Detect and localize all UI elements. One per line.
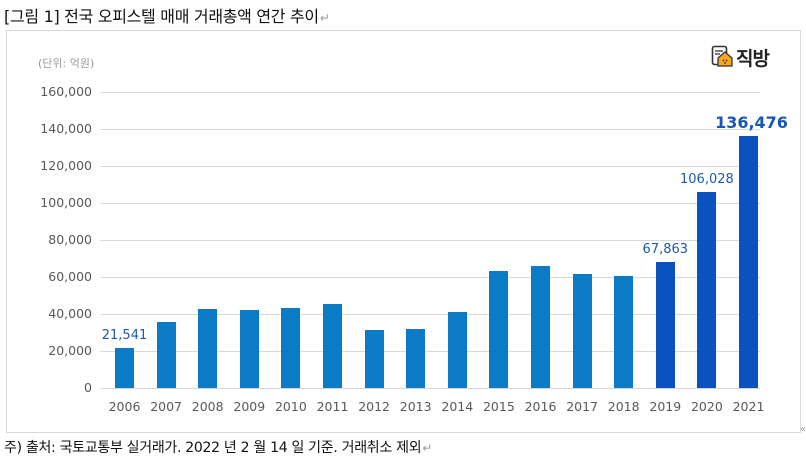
x-axis-tick-label: 2015 (482, 399, 515, 414)
return-mark-icon: ↵ (422, 441, 433, 455)
gridline (100, 92, 760, 93)
data-label-2006: 21,541 (101, 328, 148, 344)
x-axis-tick-label: 2010 (274, 399, 307, 414)
return-mark-icon: ↵ (319, 11, 330, 25)
x-axis-tick-label: 2013 (399, 399, 432, 414)
unit-label: (단위: 억원) (38, 57, 95, 70)
frame-anchor-mark: « (800, 424, 806, 435)
bar-2011 (323, 304, 342, 388)
y-axis-tick-label: 160,000 (40, 84, 92, 99)
y-axis-tick-label: 0 (84, 380, 92, 395)
bar-2019 (655, 262, 675, 388)
source-note-text: 주) 출처: 국토교통부 실거래가. 2022 년 2 월 14 일 기준. 거… (4, 440, 422, 456)
bar-2018 (614, 276, 634, 388)
gridline (100, 166, 760, 167)
x-axis-tick-label: 2014 (441, 399, 474, 414)
data-label-2021: 136,476 (715, 112, 788, 132)
bar-2016 (531, 265, 550, 388)
x-axis-tick-label: 2021 (732, 399, 765, 414)
bar-2009 (239, 309, 259, 388)
x-axis-tick-label: 2018 (607, 399, 640, 414)
x-axis-tick-label: 2009 (233, 399, 266, 414)
y-axis-tick-label: 120,000 (40, 158, 92, 173)
gridline (100, 277, 760, 278)
bar-2012 (364, 330, 384, 388)
y-axis-tick-label: 60,000 (48, 269, 92, 284)
bar-2008 (198, 309, 218, 388)
gridline (100, 129, 760, 130)
gridline (100, 351, 760, 352)
bar-2017 (572, 273, 592, 388)
data-label-2020: 106,028 (680, 171, 734, 187)
source-note: 주) 출처: 국토교통부 실거래가. 2022 년 2 월 14 일 기준. 거… (4, 437, 432, 457)
bar-2020 (697, 191, 717, 388)
bar-2013 (406, 329, 426, 388)
x-axis-tick-label: 2020 (690, 399, 723, 414)
data-label-2019: 67,863 (642, 242, 689, 258)
house-icon (711, 45, 733, 71)
x-axis-tick-label: 2008 (191, 399, 224, 414)
y-axis-tick-label: 100,000 (40, 195, 92, 210)
y-axis-tick-label: 40,000 (48, 306, 92, 321)
y-axis-tick-label: 80,000 (48, 232, 92, 247)
brand-logo: 직방 (711, 44, 770, 71)
gridline (100, 203, 760, 204)
x-axis-tick-label: 2006 (108, 399, 141, 414)
bar-2006 (115, 348, 134, 388)
x-axis-tick-label: 2019 (649, 399, 682, 414)
x-axis-tick-label: 2016 (524, 399, 557, 414)
gridline (100, 314, 760, 315)
bar-2021 (739, 135, 758, 388)
x-axis-tick-label: 2011 (316, 399, 349, 414)
x-axis-tick-label: 2017 (566, 399, 598, 414)
gridline (100, 388, 760, 389)
figure-title-text: [그림 1] 전국 오피스텔 매매 거래총액 연간 추이 (4, 7, 319, 26)
brand-name: 직방 (736, 48, 770, 70)
bar-2014 (447, 312, 467, 388)
bar-2015 (489, 271, 509, 388)
x-axis-tick-label: 2007 (150, 399, 182, 414)
bar-2007 (156, 321, 176, 388)
figure-title: [그림 1] 전국 오피스텔 매매 거래총액 연간 추이↵ (4, 3, 330, 27)
y-axis-tick-label: 140,000 (40, 121, 92, 136)
y-axis-tick-label: 20,000 (48, 343, 92, 358)
bar-2010 (281, 308, 301, 388)
x-axis-tick-label: 2012 (358, 399, 390, 414)
gridline (100, 240, 760, 241)
